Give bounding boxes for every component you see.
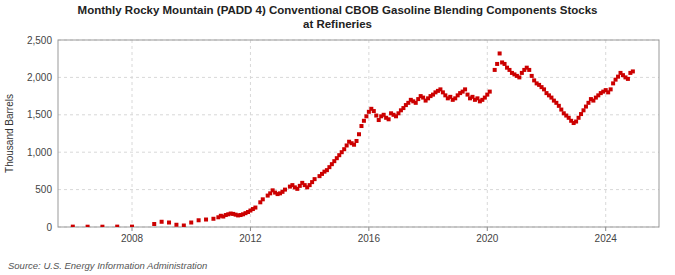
point xyxy=(527,68,531,72)
point xyxy=(616,75,620,79)
grid-line xyxy=(132,40,133,227)
point xyxy=(204,218,208,222)
y-tick-label: 500 xyxy=(35,184,52,195)
point xyxy=(631,69,635,73)
point xyxy=(626,77,630,81)
point xyxy=(364,114,368,118)
point xyxy=(495,62,499,66)
grid-line xyxy=(58,77,659,78)
x-tick-label: 2016 xyxy=(358,233,381,244)
y-tick-label: 0 xyxy=(46,222,52,233)
point xyxy=(463,87,467,91)
grid-line xyxy=(605,40,606,227)
title: Monthly Rocky Mountain (PADD 4) Conventi… xyxy=(78,4,598,30)
point xyxy=(372,109,376,113)
point xyxy=(152,222,156,226)
point xyxy=(582,108,586,112)
point xyxy=(542,87,546,91)
point xyxy=(579,112,583,116)
point xyxy=(611,81,615,85)
point xyxy=(167,221,171,225)
point xyxy=(71,225,75,227)
point xyxy=(355,139,359,143)
point xyxy=(115,225,119,227)
point xyxy=(345,143,349,147)
point xyxy=(498,51,502,55)
point xyxy=(574,120,578,124)
x-tick-label: 2012 xyxy=(239,233,262,244)
point xyxy=(557,104,561,108)
x-tick xyxy=(368,227,369,231)
point xyxy=(414,101,418,105)
chart: Monthly Rocky Mountain (PADD 4) Conventi… xyxy=(0,0,675,275)
x-tick xyxy=(250,227,251,231)
y-tick-label: 1,500 xyxy=(27,109,52,120)
y-tick-label: 2,500 xyxy=(27,35,52,46)
grid xyxy=(58,40,659,227)
point xyxy=(100,225,104,227)
x-tick-label: 2024 xyxy=(595,233,618,244)
grid-line xyxy=(58,114,659,115)
point xyxy=(503,62,507,66)
point xyxy=(609,87,613,91)
x-tick-label: 2020 xyxy=(476,233,499,244)
x-tick xyxy=(605,227,606,231)
x-tick xyxy=(132,227,133,231)
title-line: Monthly Rocky Mountain (PADD 4) Conventi… xyxy=(78,4,598,16)
point xyxy=(211,217,215,221)
point xyxy=(586,101,590,105)
point xyxy=(387,117,391,121)
point xyxy=(359,124,363,128)
point xyxy=(86,225,90,227)
points xyxy=(71,51,635,227)
point xyxy=(253,206,257,210)
point xyxy=(357,132,361,136)
point xyxy=(559,108,563,112)
point xyxy=(493,68,497,72)
point xyxy=(174,223,178,227)
grid-line xyxy=(58,189,659,190)
point xyxy=(182,224,186,227)
x-tick-label: 2008 xyxy=(121,233,144,244)
y-tick-label: 2,000 xyxy=(27,72,52,83)
source-note: Source: U.S. Energy Information Administ… xyxy=(8,260,207,271)
x-tick xyxy=(487,227,488,231)
grid-line xyxy=(487,40,488,227)
y-axis-label: Thousand Barrels xyxy=(4,94,15,173)
plot-frame xyxy=(58,40,659,227)
point xyxy=(261,197,265,201)
point xyxy=(189,221,193,225)
point xyxy=(530,74,534,78)
grid-line xyxy=(250,40,251,227)
point xyxy=(342,147,346,151)
point xyxy=(466,93,470,97)
point xyxy=(488,90,492,94)
point xyxy=(283,188,287,192)
point xyxy=(130,225,134,227)
point xyxy=(313,177,317,181)
point xyxy=(377,118,381,122)
y-tick-label: 1,000 xyxy=(27,147,52,158)
point xyxy=(352,143,356,147)
point xyxy=(584,105,588,109)
point xyxy=(362,119,366,123)
point xyxy=(577,116,581,120)
point xyxy=(197,218,201,222)
title-line: at Refineries xyxy=(303,18,372,30)
grid-line xyxy=(58,152,659,153)
point xyxy=(374,114,378,118)
point xyxy=(160,220,164,224)
grid-line xyxy=(368,40,369,227)
point xyxy=(517,75,521,79)
